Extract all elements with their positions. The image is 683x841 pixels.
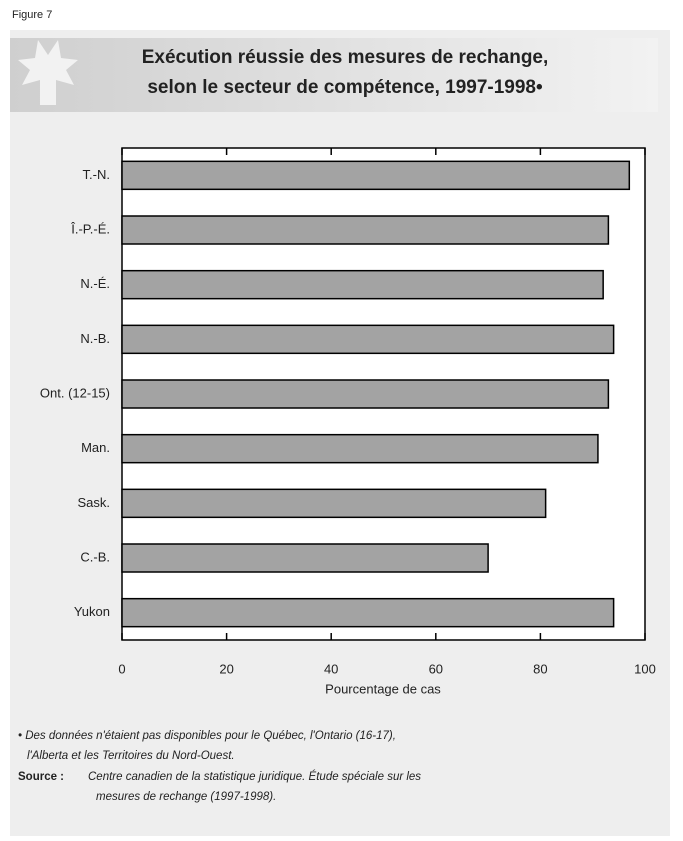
bar bbox=[121, 324, 615, 355]
x-tick-label: 40 bbox=[324, 661, 338, 676]
bar bbox=[121, 269, 604, 300]
maple-leaf bbox=[18, 40, 78, 105]
bar bbox=[121, 543, 489, 573]
chart-title: Exécution réussie des mesures de rechang… bbox=[142, 47, 549, 68]
footnote: • Des données n'étaient pas disponibles … bbox=[18, 730, 396, 742]
y-tick-label: Man. bbox=[81, 440, 110, 455]
y-tick-label: C.-B. bbox=[80, 549, 110, 564]
bar bbox=[121, 379, 610, 409]
bar bbox=[121, 215, 610, 245]
x-tick-label: 80 bbox=[533, 661, 547, 676]
y-tick-label: Sask. bbox=[77, 495, 110, 510]
bar bbox=[121, 597, 615, 628]
x-tick-label: 20 bbox=[219, 661, 233, 676]
x-tick-label: 0 bbox=[118, 661, 125, 676]
x-tick-label: 100 bbox=[634, 661, 656, 676]
y-tick-label: T.-N. bbox=[83, 167, 110, 182]
y-tick-label: Yukon bbox=[74, 604, 110, 619]
bar bbox=[121, 488, 547, 519]
y-tick-label: Î.-P.-É. bbox=[70, 221, 110, 236]
source: Centre canadien de la statistique juridi… bbox=[88, 770, 421, 783]
bar bbox=[121, 160, 631, 191]
x-tick-label: 60 bbox=[429, 661, 443, 676]
y-tick-label: Ont. (12-15) bbox=[40, 385, 110, 400]
y-tick-label: N.-B. bbox=[80, 331, 110, 346]
source: mesures de rechange (1997-1998). bbox=[96, 791, 276, 803]
figure-label: Figure 7 bbox=[12, 9, 52, 21]
chart-title: selon le secteur de compétence, 1997-199… bbox=[147, 77, 543, 98]
y-tick-label: N.-É. bbox=[80, 276, 110, 291]
source-label: Source : bbox=[18, 771, 64, 783]
x-axis-label: Pourcentage de cas bbox=[325, 681, 441, 696]
title-banner bbox=[10, 38, 658, 112]
footnote: l'Alberta et les Territoires du Nord-Oue… bbox=[27, 750, 235, 762]
bar bbox=[121, 433, 599, 464]
